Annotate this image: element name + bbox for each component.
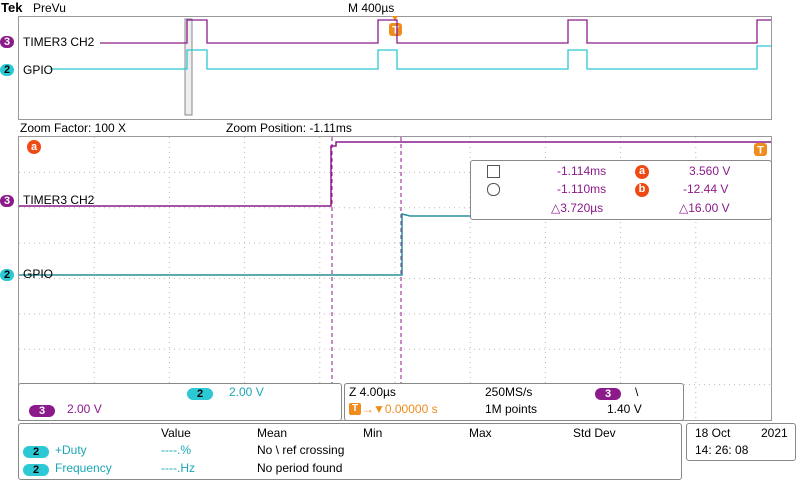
trigger-level[interactable]: 1.40 V bbox=[607, 402, 642, 416]
cursor-readout-panel: -1.114ms a 3.560 V -1.110ms b -12.44 V △… bbox=[470, 160, 772, 220]
measure1-channel-badge[interactable]: 2 bbox=[23, 444, 49, 458]
measure1-value: ----.% bbox=[161, 443, 191, 457]
zoom-ch2-label: GPIO bbox=[23, 267, 54, 281]
col-header-mean: Mean bbox=[257, 426, 288, 440]
trigger-position[interactable]: ▼0.00000 s bbox=[373, 402, 438, 416]
zoom-ch3-label: TIMER3 CH2 bbox=[23, 193, 95, 207]
zoom-ch2-marker[interactable]: 2 bbox=[0, 267, 14, 281]
cursor2-volts: -12.44 V bbox=[683, 182, 729, 196]
overview-ch2-trace bbox=[50, 45, 771, 70]
ch2-scale-badge[interactable]: 2 bbox=[187, 386, 213, 400]
cursor-circle-icon bbox=[487, 183, 500, 196]
col-header-stddev: Std Dev bbox=[573, 426, 616, 440]
cursor1-volts: 3.560 V bbox=[689, 164, 731, 178]
trigger-source-badge[interactable]: 3 bbox=[595, 386, 621, 400]
date-readout: 18 Oct bbox=[695, 426, 731, 440]
overview-ch2-label: GPIO bbox=[23, 63, 54, 77]
trigger-position-marker[interactable] bbox=[392, 16, 398, 21]
sample-rate: 250MS/s bbox=[485, 385, 533, 399]
trigger-t-icon bbox=[389, 23, 402, 36]
ch3-scale-badge[interactable]: 3 bbox=[29, 403, 55, 417]
measure1-status: No \ ref crossing bbox=[257, 443, 345, 457]
trigger-level-icon bbox=[754, 143, 767, 156]
zoom-window-indicator[interactable] bbox=[184, 18, 193, 116]
zoom-position: Zoom Position: -1.11ms bbox=[226, 121, 352, 135]
timebase-readout: M 400µs bbox=[348, 1, 395, 15]
cursor-a-letter: a bbox=[30, 141, 38, 153]
trigger-t-badge: T bbox=[349, 403, 361, 415]
overview-ch3-trace bbox=[100, 19, 771, 44]
record-length: 1M points bbox=[485, 402, 538, 416]
cursor2-time: -1.110ms bbox=[557, 182, 607, 196]
measure2-channel-badge[interactable]: 2 bbox=[23, 462, 49, 476]
zoom-ch3-trace bbox=[19, 141, 771, 207]
measure2-name[interactable]: Frequency bbox=[55, 461, 112, 475]
acquisition-mode: PreVu bbox=[33, 1, 66, 15]
time-readout: 14: 26: 08 bbox=[695, 443, 749, 457]
col-header-max: Max bbox=[469, 426, 492, 440]
measure1-name[interactable]: +Duty bbox=[55, 443, 87, 457]
datetime-panel: 18 Oct 2021 14: 26: 08 bbox=[686, 423, 796, 461]
year-readout: 2021 bbox=[761, 426, 788, 440]
ch3-volts-per-div[interactable]: 2.00 V bbox=[67, 402, 102, 416]
zoom-ch3-marker[interactable]: 3 bbox=[0, 193, 14, 207]
overview-graticule: T bbox=[18, 16, 772, 120]
ch2-volts-per-div[interactable]: 2.00 V bbox=[229, 385, 264, 399]
cursor-a-badge: a bbox=[635, 165, 649, 179]
trigger-slope-icon: \ bbox=[635, 385, 639, 399]
overview-ch3-marker[interactable]: 3 bbox=[0, 34, 14, 48]
svg-text:T: T bbox=[392, 25, 399, 37]
overview-ch2-marker[interactable]: 2 bbox=[0, 62, 14, 76]
channel-scale-panel: 2 2.00 V 3 2.00 V bbox=[18, 383, 342, 421]
cursor-square-icon bbox=[487, 165, 500, 178]
brand-logo: Tek bbox=[1, 0, 23, 15]
measurement-panel: Value Mean Min Max Std Dev 2 +Duty ----.… bbox=[18, 423, 682, 480]
overview-ch3-label: TIMER3 CH2 bbox=[23, 35, 95, 49]
cursor1-time: -1.114ms bbox=[557, 164, 607, 178]
zoom-timebase[interactable]: Z 4.00µs bbox=[349, 385, 396, 399]
col-header-min: Min bbox=[363, 426, 383, 440]
cursor-delta-volts: △16.00 V bbox=[679, 201, 730, 215]
measure2-status: No period found bbox=[257, 461, 343, 475]
cursor-b-badge: b bbox=[635, 183, 649, 197]
acquisition-panel: Z 4.00µs 250MS/s 3 \ T → ▼0.00000 s 1M p… bbox=[344, 383, 684, 421]
cursor-a-marker[interactable] bbox=[27, 140, 41, 154]
col-header-value: Value bbox=[161, 426, 191, 440]
svg-text:T: T bbox=[757, 145, 764, 157]
trigger-arrow-icon: → bbox=[362, 402, 374, 416]
measure2-value: ----.Hz bbox=[161, 461, 195, 475]
zoom-factor: Zoom Factor: 100 X bbox=[20, 121, 127, 135]
cursor-delta-time: △3.720µs bbox=[551, 201, 604, 215]
